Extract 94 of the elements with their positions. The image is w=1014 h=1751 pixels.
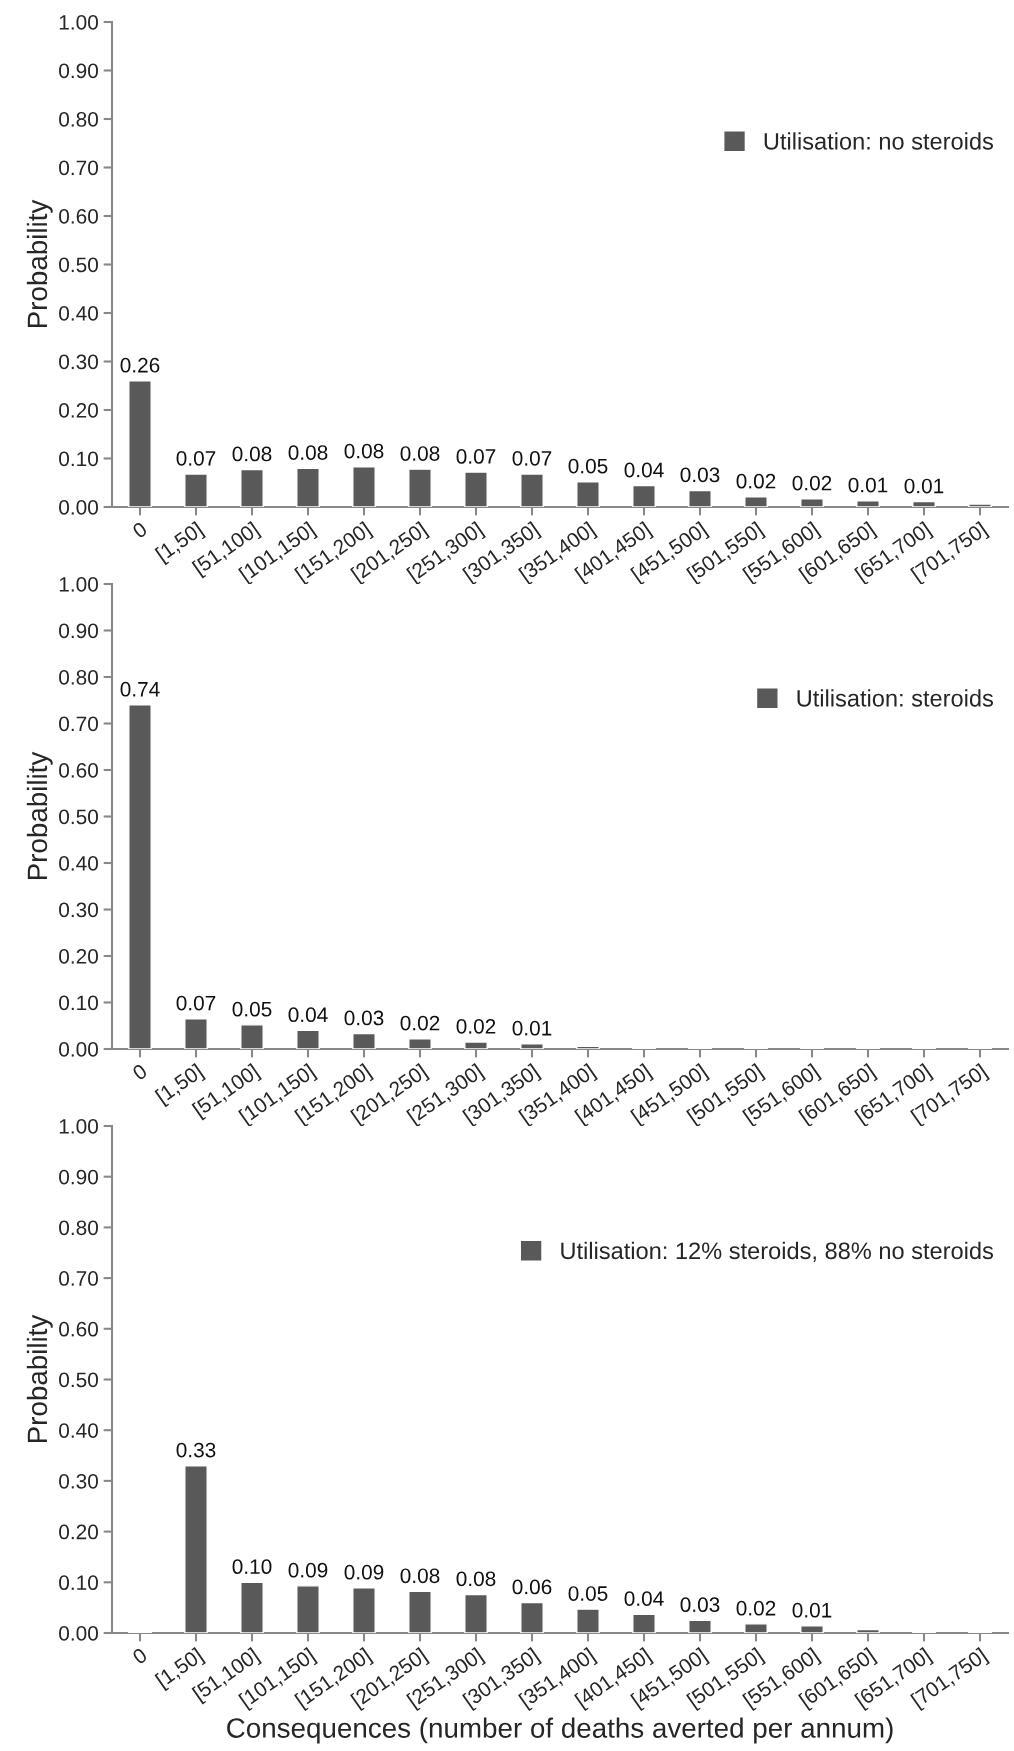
y-axis-title: Probability — [26, 1314, 53, 1443]
data-label: 0.03 — [344, 1010, 384, 1026]
data-label: 0.04 — [624, 462, 664, 478]
data-label: 0.02 — [400, 1015, 440, 1031]
x-tick-label: 0 — [131, 521, 149, 539]
y-tick-label: 0.30 — [59, 902, 98, 918]
y-tick-label: 0.30 — [59, 354, 98, 370]
data-label: 0.04 — [624, 1591, 664, 1606]
data-label: 0.01 — [848, 477, 888, 493]
legend-label: Utilisation: 12% steroids, 88% no steroids — [561, 1241, 993, 1262]
bar — [968, 503, 992, 507]
y-tick-label: 0.00 — [59, 1042, 98, 1057]
x-tick-label: 0 — [131, 1647, 149, 1665]
bar — [296, 467, 320, 507]
bar — [408, 468, 432, 507]
bar — [576, 481, 600, 507]
legend-label: Utilisation: steroids — [797, 689, 993, 707]
y-tick-label: 1.00 — [59, 15, 98, 30]
data-label: 0.07 — [176, 995, 216, 1011]
y-tick-label: 0.20 — [59, 403, 98, 418]
data-label: 0.07 — [456, 449, 496, 464]
y-axis-title: Probability — [26, 751, 53, 880]
bar — [800, 498, 824, 507]
y-tick-label: 0.90 — [59, 63, 98, 79]
data-label: 0.33 — [176, 1442, 216, 1458]
bar — [520, 473, 544, 507]
data-label: 0.08 — [400, 1568, 440, 1584]
data-label: 0.09 — [344, 1564, 384, 1580]
data-label: 0.01 — [512, 1020, 552, 1036]
data-label: 0.01 — [904, 478, 944, 494]
bar — [128, 380, 152, 507]
y-tick-label: 0.50 — [59, 1372, 98, 1388]
y-tick-label: 0.50 — [59, 257, 98, 273]
y-tick-label: 0.60 — [59, 1321, 98, 1337]
data-label: 0.08 — [456, 1571, 496, 1587]
bar — [856, 500, 880, 507]
data-label: 0.08 — [344, 443, 384, 459]
data-label: 0.03 — [680, 1597, 720, 1613]
y-tick-label: 0.40 — [59, 856, 98, 871]
y-tick-label: 0.20 — [59, 1524, 98, 1540]
data-label: 0.08 — [232, 446, 272, 462]
y-tick-label: 0.80 — [59, 670, 98, 685]
bar — [352, 466, 376, 507]
data-label: 0.02 — [456, 1018, 496, 1034]
y-tick-label: 0.60 — [59, 763, 98, 778]
y-tick-label: 0.20 — [59, 949, 98, 964]
y-tick-label: 0.90 — [59, 623, 98, 639]
bar — [688, 489, 712, 507]
data-label: 0.01 — [792, 1602, 832, 1618]
data-label: 0.02 — [736, 473, 776, 489]
y-tick-label: 0.10 — [59, 995, 98, 1011]
y-tick-label: 0.70 — [59, 160, 98, 176]
y-tick-label: 0.80 — [59, 1220, 98, 1236]
data-label: 0.07 — [512, 450, 552, 466]
y-axis-title: Probability — [26, 199, 53, 328]
data-label: 0.06 — [512, 1579, 552, 1595]
y-tick-label: 0.70 — [59, 1271, 98, 1286]
data-label: 0.03 — [680, 467, 720, 483]
data-label: 0.04 — [288, 1007, 328, 1023]
y-tick-label: 0.90 — [59, 1169, 98, 1185]
data-label: 0.07 — [176, 450, 216, 466]
y-tick-label: 0.60 — [59, 209, 98, 224]
data-label: 0.08 — [400, 446, 440, 461]
y-tick-label: 0.10 — [59, 451, 98, 467]
y-tick-label: 1.00 — [59, 1119, 98, 1134]
data-label: 0.08 — [288, 445, 328, 460]
y-tick-label: 1.00 — [59, 577, 98, 592]
x-axis-title: Consequences (number of deaths averted per annum) — [227, 1717, 893, 1744]
data-label: 0.26 — [120, 357, 160, 373]
data-label: 0.05 — [568, 458, 608, 474]
data-label: 0.74 — [120, 681, 160, 697]
data-label: 0.05 — [232, 1001, 272, 1017]
bar — [184, 473, 208, 507]
y-tick-label: 0.80 — [59, 112, 98, 127]
legend-label: Utilisation: no steroids — [764, 132, 993, 150]
bar — [464, 471, 488, 507]
y-tick-label: 0.70 — [59, 716, 98, 732]
data-label: 0.09 — [288, 1562, 328, 1578]
data-label: 0.02 — [736, 1600, 776, 1616]
y-tick-label: 0.40 — [59, 306, 98, 321]
y-tick-label: 0.40 — [59, 1423, 98, 1438]
bar — [912, 500, 936, 507]
y-tick-label: 0.30 — [59, 1473, 98, 1489]
data-label: 0.10 — [232, 1559, 272, 1575]
y-tick-label: 0.00 — [59, 1626, 98, 1641]
bar — [632, 484, 656, 507]
x-tick-label: 0 — [131, 1063, 149, 1081]
y-tick-label: 0.00 — [59, 500, 98, 515]
bar — [744, 496, 768, 507]
y-tick-label: 0.50 — [59, 809, 98, 825]
data-label: 0.05 — [568, 1586, 608, 1601]
bar — [240, 468, 264, 507]
data-label: 0.02 — [792, 475, 832, 491]
y-tick-label: 0.10 — [59, 1575, 98, 1591]
